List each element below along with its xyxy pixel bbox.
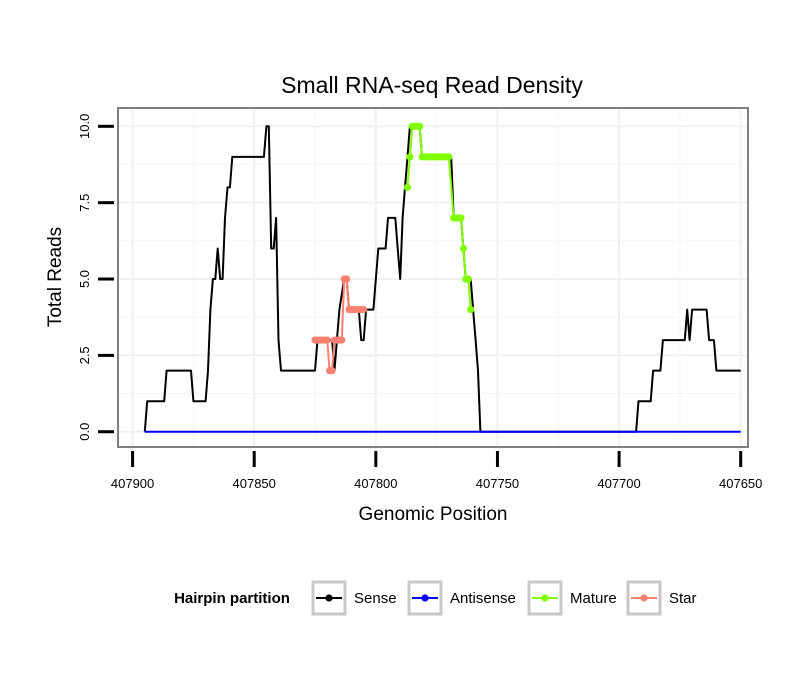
- x-tick-label: 407800: [354, 476, 397, 491]
- y-tick-label: 0.0: [77, 423, 92, 441]
- axes: 0.0 2.5 5.0 7.5 10.0 407900 407850 407800 407750…: [77, 114, 762, 491]
- legend-key-point: [325, 594, 333, 602]
- data-point-star: [360, 305, 368, 314]
- plot-series: [143, 122, 741, 433]
- x-tick-label: 407850: [233, 476, 276, 491]
- data-point-mature: [459, 244, 468, 253]
- data-point-mature: [416, 122, 424, 130]
- y-tick-label: 2.5: [77, 346, 92, 364]
- plot-panel: [117, 107, 749, 448]
- data-point-mature: [457, 214, 465, 222]
- series-line-sense: [143, 125, 741, 433]
- data-point-mature: [403, 183, 412, 192]
- legend: Hairpin partition Sense Antisense Mature Sta…: [174, 580, 697, 616]
- legend-label: Sense: [354, 590, 397, 607]
- x-axis-label: Genomic Position: [359, 504, 508, 525]
- data-point-star: [338, 336, 346, 344]
- y-tick-label: 5.0: [77, 270, 92, 288]
- legend-label: Antisense: [450, 590, 516, 607]
- y-tick-label: 10.0: [77, 114, 92, 139]
- chart-title: Small RNA-seq Read Density: [281, 72, 583, 98]
- legend-key-point: [640, 594, 648, 602]
- y-axis-label: Total Reads: [45, 227, 66, 327]
- x-tick-label: 407700: [597, 476, 640, 491]
- x-tick-label: 407750: [476, 476, 519, 491]
- series-line-star: [315, 278, 364, 372]
- data-point-mature: [464, 275, 472, 283]
- legend-title: Hairpin partition: [174, 590, 290, 607]
- x-tick-label: 407900: [111, 476, 154, 491]
- legend-label: Star: [669, 590, 697, 607]
- x-tick-label: 407650: [719, 476, 762, 491]
- data-point-mature: [445, 153, 453, 161]
- legend-key-point: [421, 594, 429, 602]
- data-point-star: [323, 336, 331, 344]
- data-point-star: [343, 275, 351, 283]
- y-tick-label: 7.5: [77, 194, 92, 212]
- legend-key-point: [541, 594, 549, 602]
- legend-label: Mature: [570, 590, 617, 607]
- data-point-star: [328, 367, 336, 375]
- data-point-mature: [467, 305, 475, 314]
- data-point-mature: [406, 153, 414, 161]
